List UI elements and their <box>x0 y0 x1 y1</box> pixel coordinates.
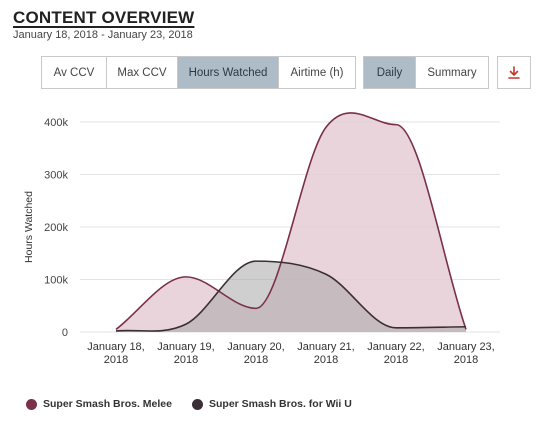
y-tick-label: 400k <box>44 117 68 129</box>
legend-label-melee: Super Smash Bros. Melee <box>43 398 172 410</box>
date-range: January 18, 2018 - January 23, 2018 <box>13 29 193 41</box>
tab-airtime[interactable]: Airtime (h) <box>290 66 344 79</box>
x-tick-label: January 23, 2018 <box>437 341 494 366</box>
legend-item-melee[interactable]: Super Smash Bros. Melee <box>26 398 172 410</box>
y-tick-label: 100k <box>44 275 68 287</box>
legend-swatch-wiiu <box>192 398 203 410</box>
series-area-wiiu <box>116 261 466 332</box>
hours-watched-chart: 0 100k 200k 300k 400k Hours Watched January 18… <box>23 112 500 366</box>
tab-max-ccv[interactable]: Max CCV <box>107 57 178 88</box>
x-tick-label: January 21, 2018 <box>297 341 354 366</box>
legend-swatch-melee <box>26 398 37 410</box>
view-tabs: Daily Summary <box>363 56 489 89</box>
legend-label-wiiu: Super Smash Bros. for Wii U <box>209 398 352 410</box>
x-tick-label: January 22, 2018 <box>367 341 424 366</box>
x-tick-label: January 19, 2018 <box>157 341 214 366</box>
metric-tabs: Av CCV Max CCV Hours Watched Airtime (h) <box>41 56 356 89</box>
tab-daily[interactable]: Daily <box>364 57 416 88</box>
tab-av-ccv[interactable]: Av CCV <box>42 57 107 88</box>
x-tick-label: January 18, 2018 <box>87 341 144 366</box>
y-tick-label: 200k <box>44 222 68 234</box>
page-title: CONTENT OVERVIEW <box>13 8 195 27</box>
y-tick-label: 0 <box>62 327 68 339</box>
legend-item-wiiu[interactable]: Super Smash Bros. for Wii U <box>192 398 352 410</box>
tab-summary[interactable]: Summary <box>427 66 477 79</box>
series-area-melee <box>116 112 466 332</box>
download-icon <box>508 65 520 79</box>
x-tick-label: January 20, 2018 <box>227 341 284 366</box>
download-button[interactable] <box>497 56 531 89</box>
y-tick-label: 300k <box>44 170 68 182</box>
tab-hours-watched[interactable]: Hours Watched <box>178 57 279 88</box>
series-line-wiiu <box>115 260 467 332</box>
y-axis-title: Hours Watched <box>23 191 35 263</box>
series-line-melee <box>115 112 467 331</box>
